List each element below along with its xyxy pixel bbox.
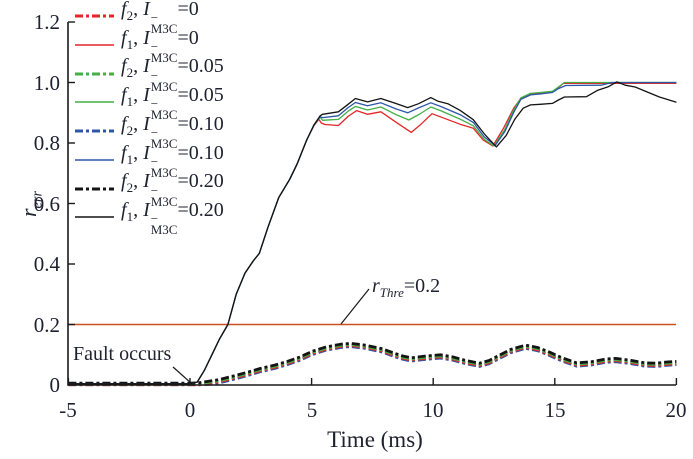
x-tick-label: 0 bbox=[184, 398, 196, 422]
series-f2-6 bbox=[68, 341, 677, 385]
y-tick-label: 0.4 bbox=[33, 252, 60, 276]
legend-entry: f1, I − M3C =0.10 bbox=[75, 142, 224, 179]
y-tick-label: 1.2 bbox=[33, 10, 60, 34]
fault-occurs-annotation: Fault occurs bbox=[73, 343, 172, 365]
legend-entry: f2, I − M3C =0.05 bbox=[75, 55, 224, 93]
y-tick-label: 0.6 bbox=[33, 192, 60, 216]
threshold-annotation-var: r bbox=[372, 275, 380, 297]
y-tick-label: 0.2 bbox=[33, 313, 60, 337]
y-axis-title-sub: err bbox=[29, 190, 46, 209]
legend-sample-line bbox=[75, 72, 114, 75]
legend-entry-label: f2, I − M3C =0.05 bbox=[121, 55, 224, 94]
fault-leader-line bbox=[172, 366, 192, 384]
y-axis-title: rerr bbox=[16, 167, 46, 241]
legend-entry: f1, I − M3C =0 bbox=[75, 27, 199, 64]
legend-entry-label: f1, I − M3C =0.05 bbox=[121, 84, 224, 123]
legend-entry-label: f1, I − M3C =0 bbox=[121, 26, 199, 65]
legend-entry: f1, I − M3C =0.20 bbox=[75, 199, 224, 236]
threshold-annotation-var-sub: Thre bbox=[379, 285, 404, 300]
legend-entry-label: f2, I − M3C =0 bbox=[121, 0, 199, 37]
x-tick-label: 15 bbox=[544, 398, 566, 422]
x-axis-title: Time (ms) bbox=[327, 427, 423, 452]
y-tick-label: 0.8 bbox=[33, 131, 60, 155]
y-axis-title-main: r bbox=[16, 208, 41, 218]
legend-entry-label: f2, I − M3C =0.10 bbox=[121, 112, 224, 152]
y-tick-label: 1.0 bbox=[33, 71, 60, 95]
threshold-leader-line bbox=[340, 288, 370, 325]
legend-entry-label: f2, I − M3C =0.20 bbox=[121, 170, 224, 209]
legend-sample-line bbox=[75, 159, 114, 161]
legend-sample-line bbox=[75, 216, 114, 218]
legend-sample-line bbox=[75, 187, 114, 190]
legend-entry-label: f1, I − M3C =0.10 bbox=[121, 141, 224, 180]
legend-entry: f1, I − M3C =0.05 bbox=[75, 84, 224, 121]
threshold-annotation: rThre=0.2 bbox=[372, 275, 440, 301]
legend-entry: f2, I − M3C =0.10 bbox=[75, 113, 224, 150]
series-f1-7 bbox=[68, 81, 677, 385]
legend-sample-line bbox=[75, 101, 114, 103]
x-tick-label: 10 bbox=[422, 398, 444, 422]
x-tick-label: -5 bbox=[59, 398, 77, 422]
x-tick-label: 5 bbox=[306, 398, 318, 422]
legend-entry: f2, I − M3C =0 bbox=[75, 0, 199, 35]
legend-sample-line bbox=[75, 14, 114, 18]
legend-sample-line bbox=[75, 44, 114, 46]
x-tick-label: 20 bbox=[665, 398, 687, 422]
legend-entry-label: f1, I − M3C =0.20 bbox=[121, 199, 224, 238]
y-tick-label: 0 bbox=[49, 373, 61, 397]
threshold-annotation-eq: =0.2 bbox=[403, 275, 441, 297]
legend-entry: f2, I − M3C =0.20 bbox=[75, 170, 224, 208]
legend-sample-line bbox=[75, 129, 114, 133]
